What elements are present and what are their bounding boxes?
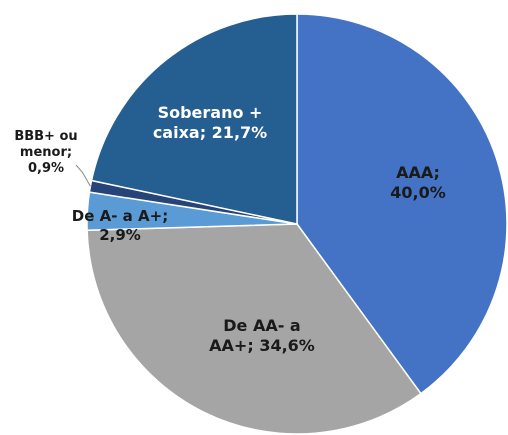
category-label: BBB+ ou menor; [14,128,78,160]
label-box: BBB+ ou menor; 0,9% [0,120,92,186]
leader-line [75,164,91,187]
data-label: De AA- a AA+; 34,6% [202,286,322,386]
category-label: AAA; [396,163,440,182]
label-text: De A- a A+; 2,9% [60,207,180,245]
label-box: Soberano + caixa; 21,7% [135,93,285,153]
pie-slice [90,13,298,225]
label-box: AAA; 40,0% [373,148,463,218]
category-label: De AA- a AA+; [209,316,301,355]
label-box: De A- a A+; 2,9% [60,203,180,249]
pie-slice [296,13,508,395]
pie-slice [86,223,422,435]
value-label: 21,7% [211,123,268,142]
data-label: Soberano + caixa; 21,7% [135,93,285,153]
label-text: BBB+ ou menor; 0,9% [0,129,92,178]
category-label: Soberano + caixa; [152,103,263,142]
label-box: De AA- a AA+; 34,6% [202,286,322,386]
value-label: 2,9% [99,226,141,244]
value-label: 0,9% [27,161,65,177]
category-label: De A- a A+; [71,207,169,226]
value-label: 34,6% [259,336,315,355]
value-label: 40,0% [390,183,446,202]
data-label: AAA; 40,0% [373,148,463,218]
label-text: AAA; 40,0% [373,163,463,203]
label-text: De AA- a AA+; 34,6% [202,316,322,356]
label-text: Soberano + caixa; 21,7% [135,103,285,143]
data-label: De A- a A+; 2,9% [60,203,180,249]
data-label: BBB+ ou menor; 0,9% [0,120,92,186]
